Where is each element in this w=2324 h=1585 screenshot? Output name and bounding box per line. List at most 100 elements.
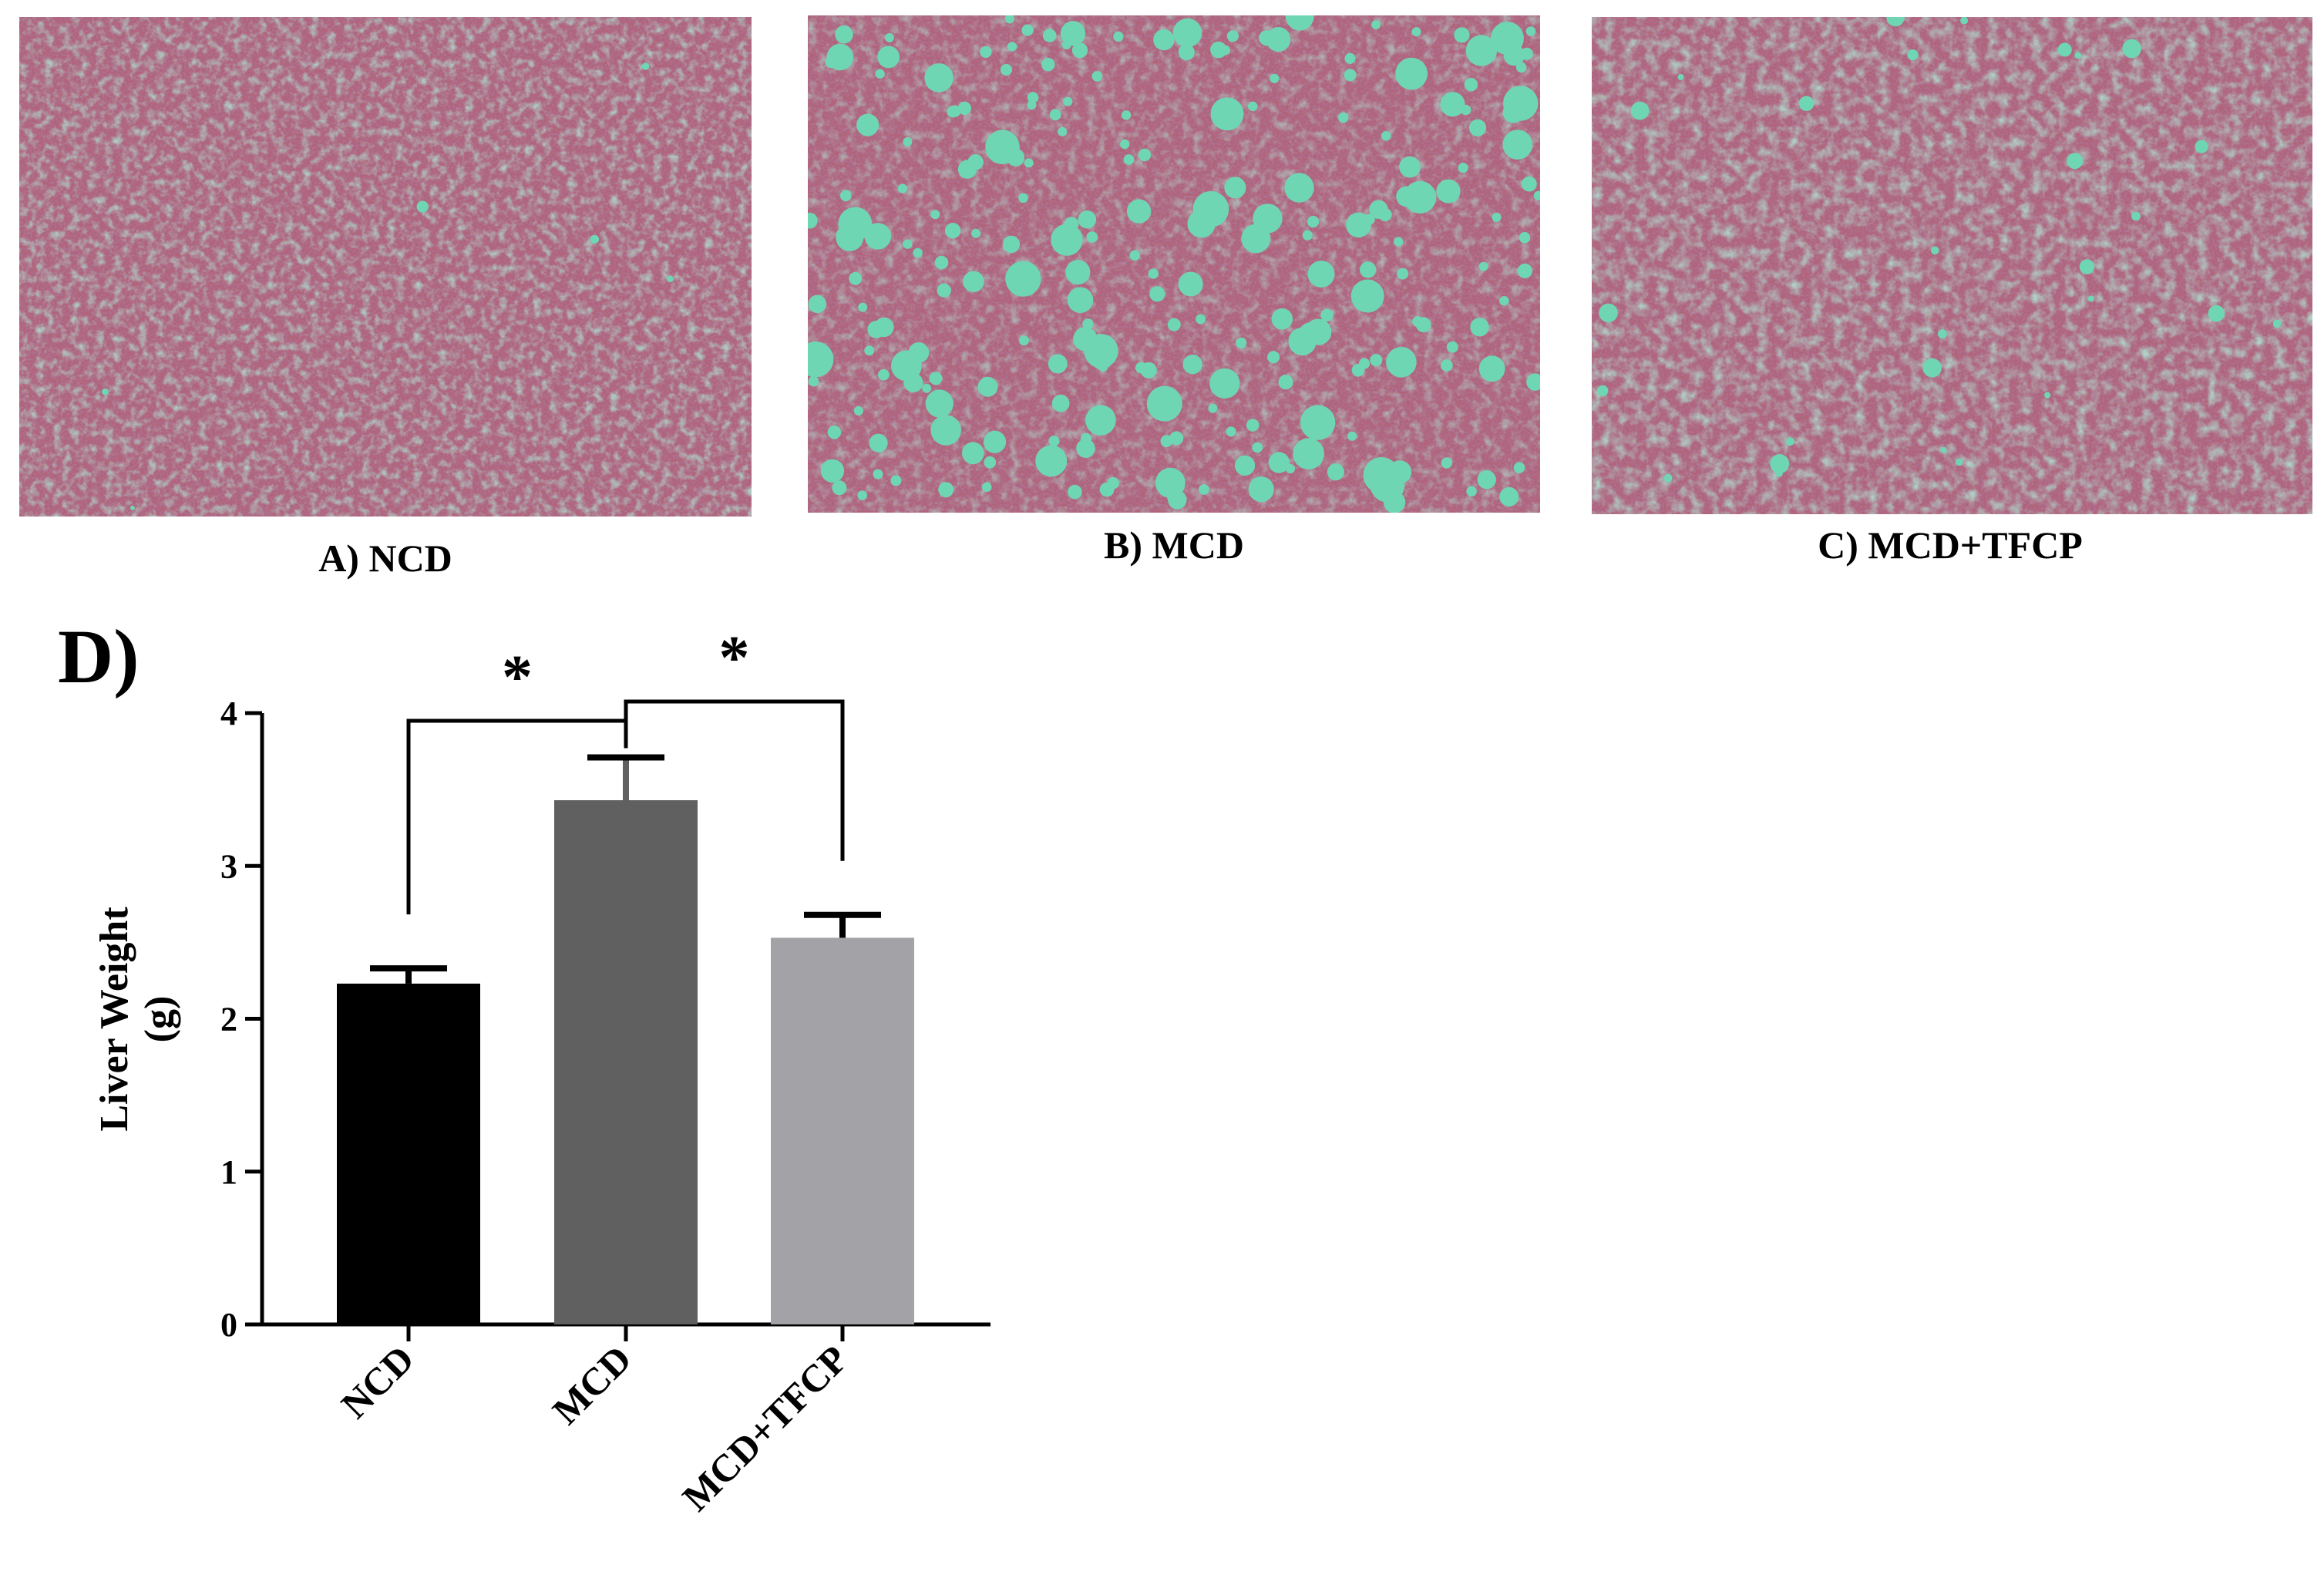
lipid-droplet xyxy=(1499,486,1519,507)
lipid-droplet xyxy=(838,207,873,241)
lipid-droplet xyxy=(2067,153,2084,170)
lipid-droplet xyxy=(924,63,953,93)
lipid-droplet xyxy=(1024,158,1034,168)
lipid-droplets-mcd-tfcp xyxy=(1597,17,2282,483)
tissue-sinusoids-ncd xyxy=(19,17,752,517)
lipid-droplet xyxy=(963,271,984,293)
lipid-droplet xyxy=(1153,29,1175,51)
lipid-droplet xyxy=(1018,193,1028,204)
lipid-droplet xyxy=(641,62,650,70)
lipid-droplet xyxy=(1086,231,1098,243)
lipid-droplet xyxy=(1065,260,1091,285)
lipid-droplet xyxy=(1395,57,1428,90)
lipid-droplet xyxy=(1293,438,1324,470)
lipid-droplet xyxy=(826,43,854,71)
lipid-droplet xyxy=(1347,431,1357,441)
lipid-droplet xyxy=(1064,217,1079,232)
lipid-droplet xyxy=(1663,473,1673,483)
lipid-droplet xyxy=(1121,110,1132,120)
lipid-droplet xyxy=(1956,458,1963,466)
lipid-droplet xyxy=(1522,176,1537,192)
lipid-droplet xyxy=(1210,97,1244,131)
lipid-droplet xyxy=(869,433,888,453)
histology-image-mcd xyxy=(808,15,1540,513)
lipid-droplet xyxy=(1178,44,1195,61)
x-tick-label: MCD xyxy=(544,1337,640,1432)
lipid-droplet xyxy=(984,456,997,469)
histology-svg-mcd-tfcp xyxy=(1592,17,2312,514)
lipid-droplet xyxy=(1370,354,1383,367)
lipid-droplet xyxy=(1099,482,1115,497)
lipid-droplet xyxy=(1525,26,1536,36)
lipid-droplet xyxy=(1344,69,1357,82)
significance-marker: * xyxy=(502,644,533,712)
lipid-droplet xyxy=(1386,347,1417,378)
lipid-droplet xyxy=(1466,486,1477,497)
lipid-droplet xyxy=(938,482,954,498)
lipid-droplet xyxy=(1148,268,1159,279)
lipid-droplet xyxy=(1002,235,1021,254)
lipid-droplet xyxy=(1082,318,1094,330)
lipid-droplet xyxy=(1073,327,1098,352)
lipid-droplet xyxy=(808,341,834,378)
lipid-droplet xyxy=(948,105,961,117)
lipid-droplet xyxy=(873,469,883,480)
lipid-droplet xyxy=(1775,469,1783,477)
lipid-droplet xyxy=(1226,426,1236,437)
lipid-droplet xyxy=(1436,179,1461,204)
lipid-droplet xyxy=(1192,191,1229,227)
lipid-droplet xyxy=(1446,341,1458,353)
lipid-droplet xyxy=(1327,463,1344,481)
significance-bracket xyxy=(624,699,845,861)
lipid-droplet xyxy=(1440,359,1453,372)
lipid-droplet xyxy=(1461,104,1471,116)
lipid-droplet xyxy=(1169,431,1184,446)
lipid-droplet xyxy=(2131,211,2141,221)
lipid-droplet xyxy=(1224,177,1246,199)
lipid-droplet xyxy=(1320,308,1334,321)
lipid-droplet xyxy=(1247,101,1258,112)
lipid-droplet xyxy=(129,505,135,510)
liver-weight-bar-chart: 0 1 2 3 4 Liver Weight(g) NCD MCD MCD+TFCP * * xyxy=(92,624,990,1519)
lipid-droplet xyxy=(1051,394,1070,412)
lipid-droplet xyxy=(971,228,981,238)
lipid-droplet xyxy=(930,210,940,220)
lipid-droplet xyxy=(1960,17,1969,25)
lipid-droplet xyxy=(1146,385,1182,422)
lipid-droplet xyxy=(1369,200,1388,219)
lipid-droplet xyxy=(832,480,847,496)
lipid-droplet xyxy=(1499,296,1509,306)
lipid-droplet xyxy=(1123,154,1135,165)
y-tick-label: 1 xyxy=(220,1153,237,1191)
lipid-droplet xyxy=(808,212,818,229)
lipid-droplet xyxy=(1138,148,1152,162)
lipid-droplet xyxy=(1394,237,1404,247)
lipid-droplet xyxy=(1533,190,1540,200)
lipid-droplet xyxy=(878,368,890,381)
lipid-droplet xyxy=(1371,20,1381,29)
lipid-droplet xyxy=(1267,351,1280,364)
lipid-droplet xyxy=(1021,24,1034,36)
lipid-droplet xyxy=(1140,362,1157,379)
lipid-droplet xyxy=(590,234,600,244)
chart-panel-label: D) xyxy=(58,614,140,699)
lipid-droplet xyxy=(1208,403,1218,413)
lipid-droplet xyxy=(1338,112,1349,123)
lipid-droplet xyxy=(867,321,886,338)
lipid-droplet xyxy=(1049,109,1061,121)
lipid-droplet xyxy=(1048,436,1060,447)
bar-ncd xyxy=(337,983,480,1324)
lipid-droplet xyxy=(1253,204,1283,234)
lipid-droplet xyxy=(1071,42,1088,59)
lipid-droplet xyxy=(1270,73,1280,83)
lipid-droplet xyxy=(934,255,949,270)
lipid-droplet xyxy=(890,475,902,486)
lipid-droplet xyxy=(1458,163,1468,173)
lipid-droplet xyxy=(1302,230,1313,241)
lipid-droplet xyxy=(102,388,109,395)
lipid-droplet xyxy=(1440,92,1465,117)
lipid-droplet xyxy=(1182,355,1202,375)
lipid-droplet xyxy=(853,406,863,416)
lipid-droplet xyxy=(1360,261,1377,278)
lipid-droplet xyxy=(1068,484,1082,500)
